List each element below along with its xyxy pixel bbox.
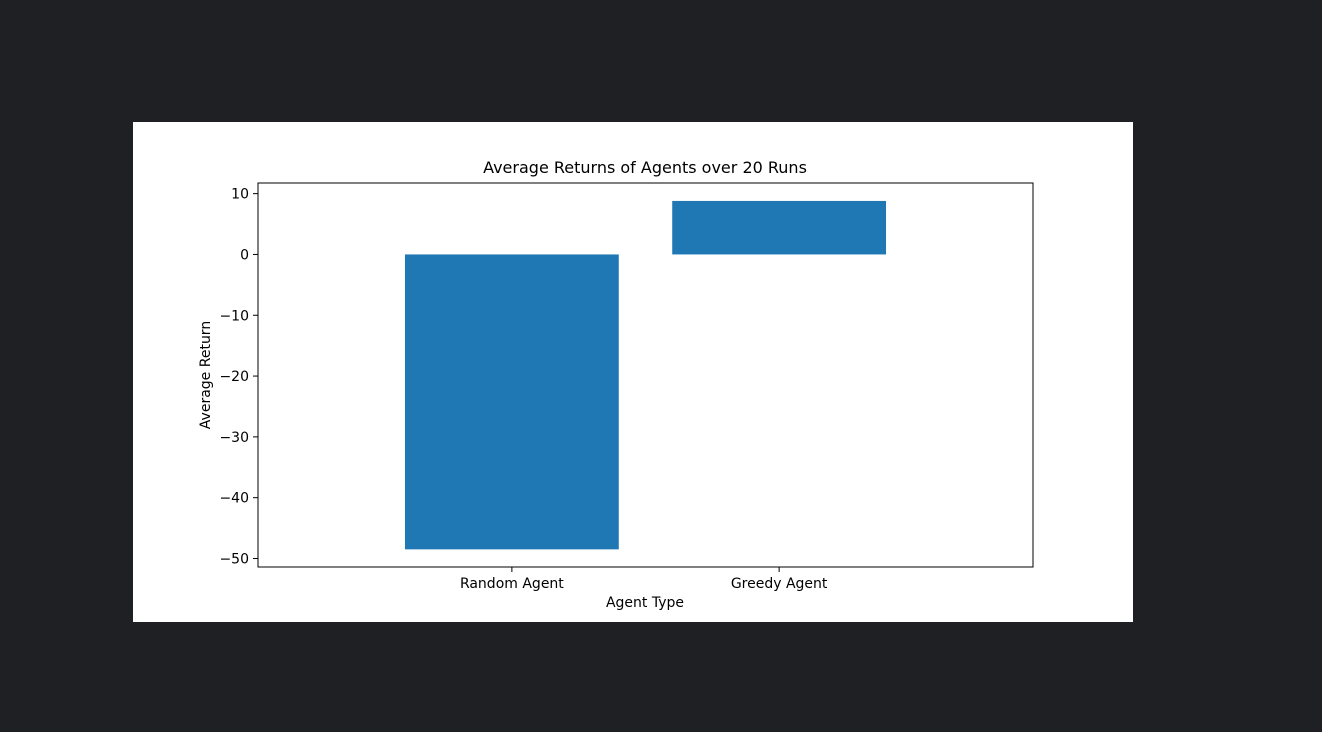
y-axis: 10 0 −10 −20 −30 −40 −50 <box>219 187 258 567</box>
y-axis-label: Average Return <box>198 321 214 429</box>
y-tick-label: −40 <box>219 491 249 507</box>
x-tick-label: Random Agent <box>460 576 564 592</box>
x-tick-label: Greedy Agent <box>731 576 828 592</box>
x-axis-label: Agent Type <box>606 595 684 611</box>
y-tick-label: 0 <box>240 247 249 263</box>
bar-greedy-agent <box>672 200 887 255</box>
y-tick-label: 10 <box>231 187 249 203</box>
chart-title: Average Returns of Agents over 20 Runs <box>483 158 807 177</box>
y-tick-label: −10 <box>219 308 249 324</box>
bar-random-agent <box>404 254 619 550</box>
chart-figure: Average Returns of Agents over 20 Runs 1… <box>133 122 1133 622</box>
x-axis: Random Agent Greedy Agent <box>460 567 828 592</box>
y-tick-label: −30 <box>219 430 249 446</box>
y-tick-label: −50 <box>219 551 249 567</box>
plot-frame <box>257 182 1034 568</box>
bar-chart: Average Returns of Agents over 20 Runs 1… <box>198 158 1034 611</box>
y-tick-label: −20 <box>219 369 249 385</box>
bars-layer <box>404 200 887 550</box>
